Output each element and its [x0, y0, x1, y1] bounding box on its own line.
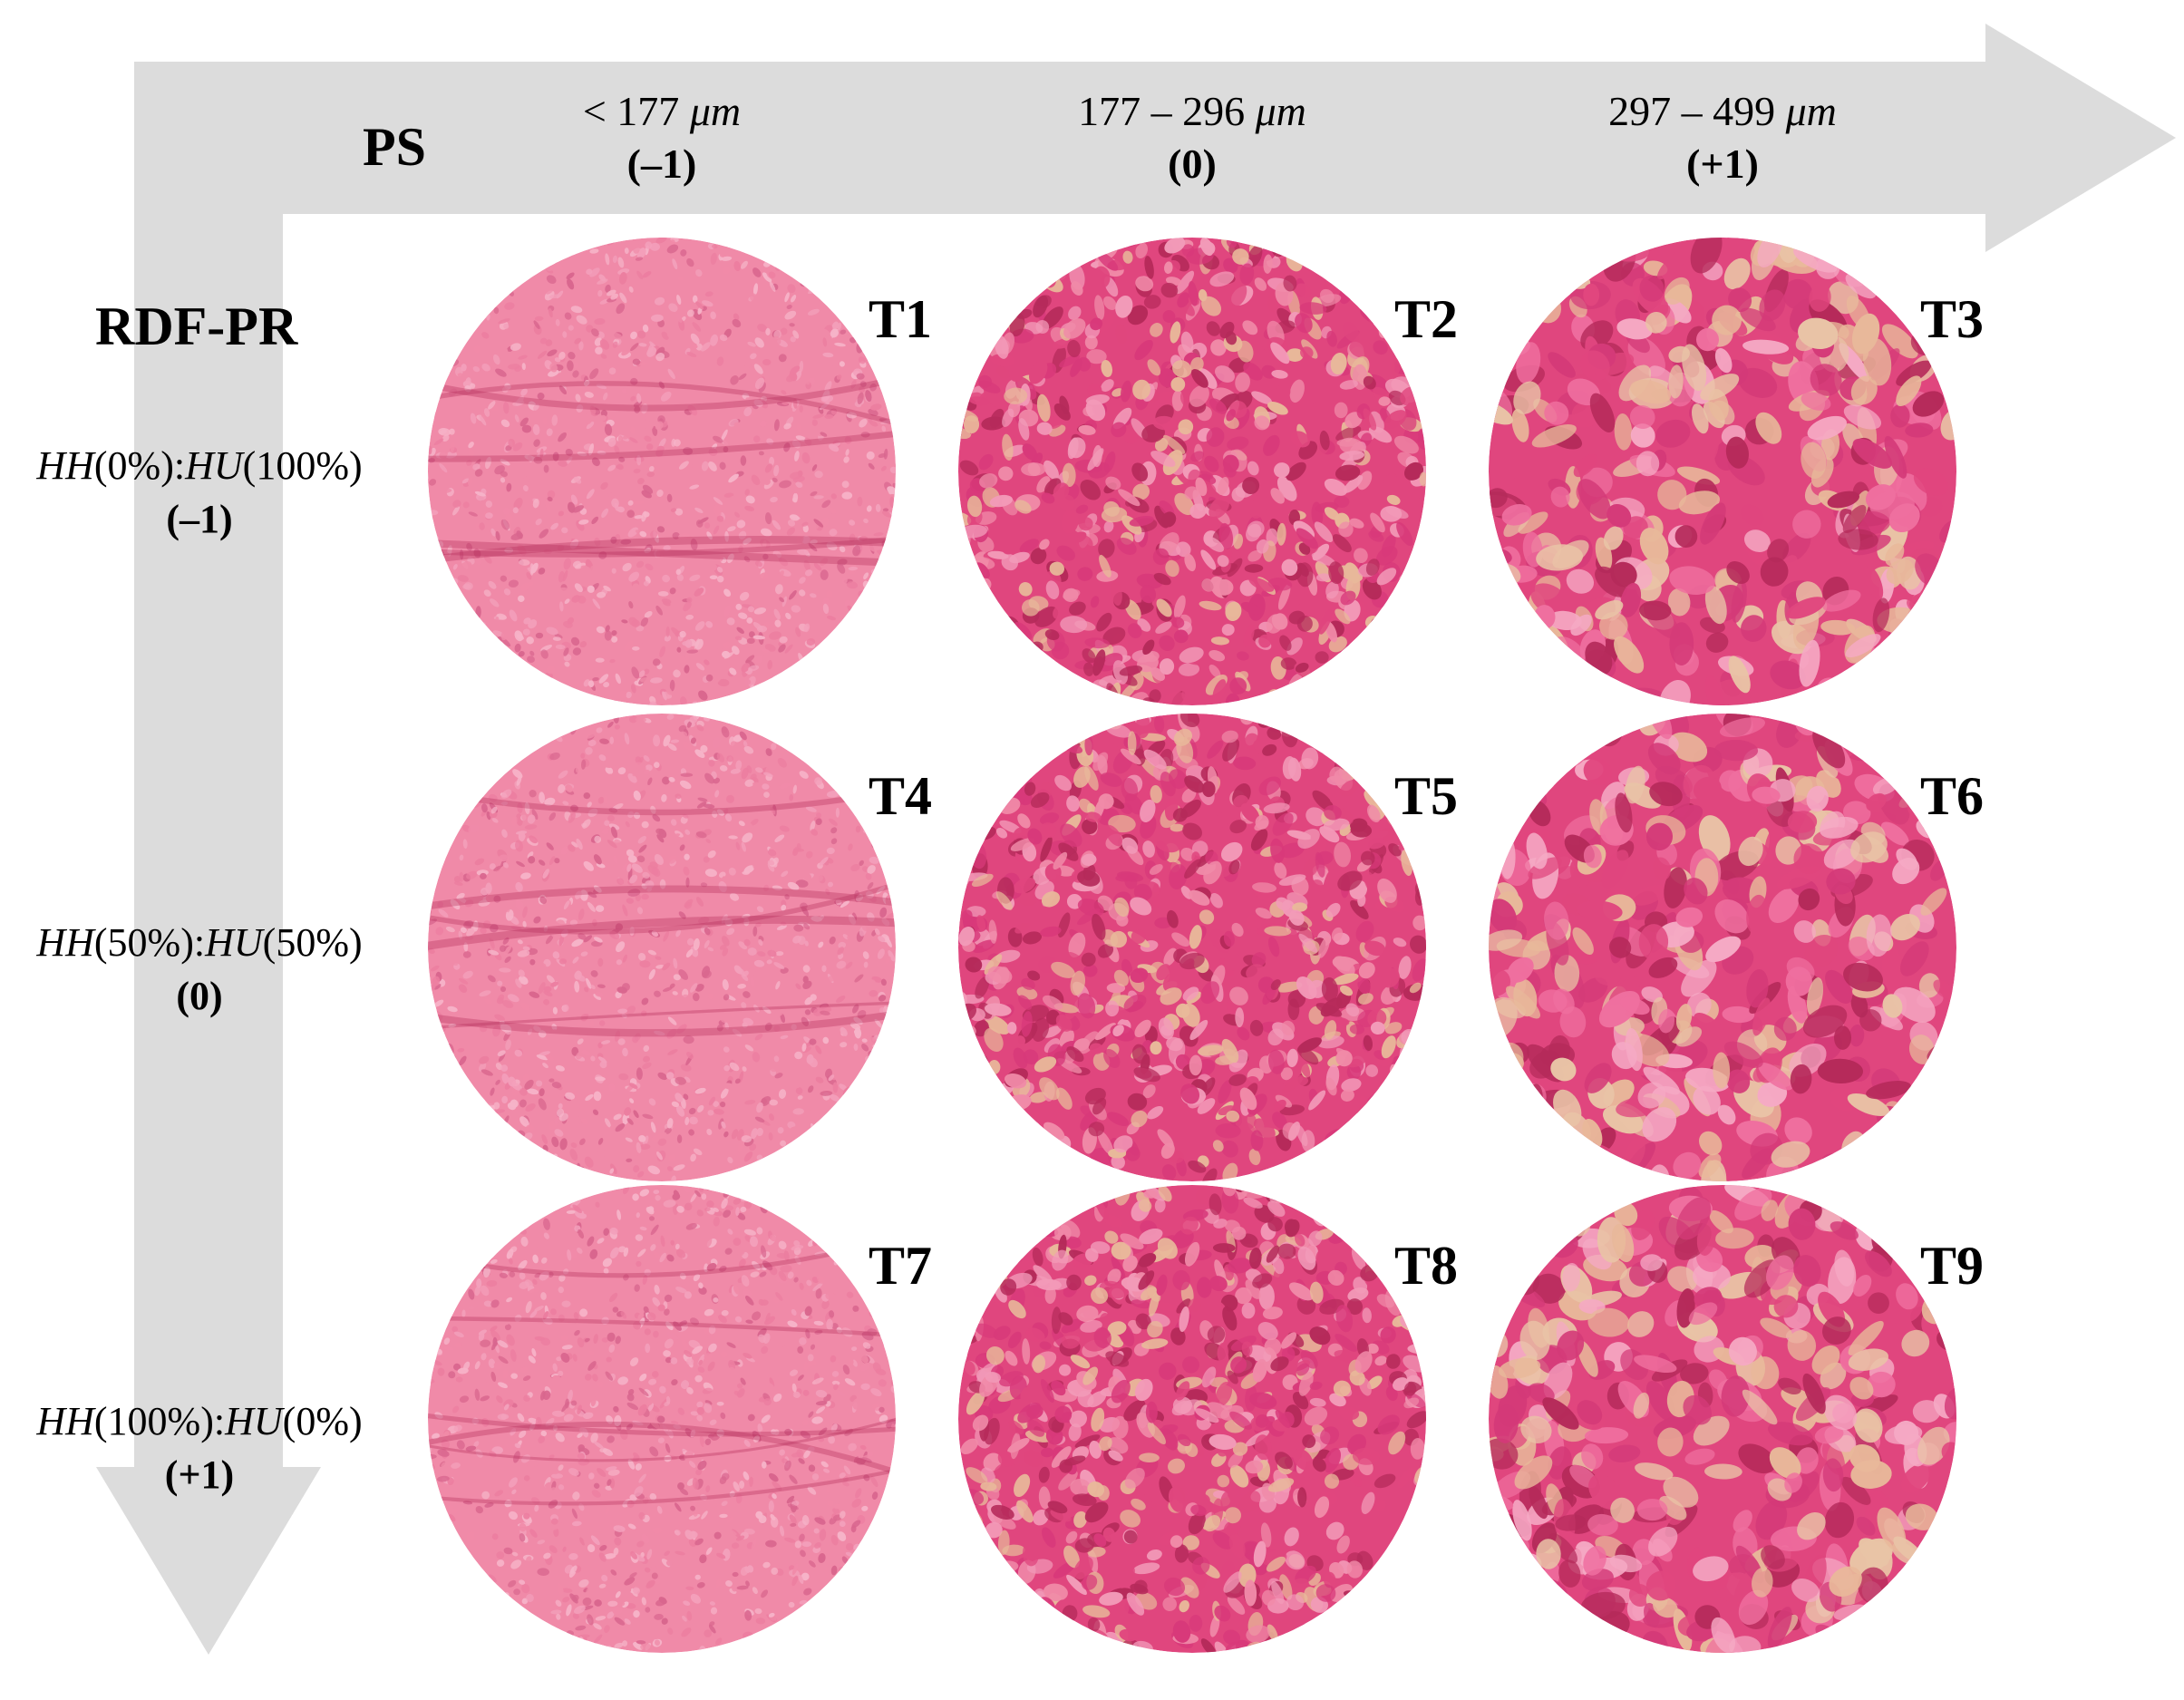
column-code: (0)	[1168, 140, 1217, 187]
sample-disc-t3	[1489, 238, 1956, 705]
sample-tag-t8: T8	[1394, 1236, 1459, 1296]
sample-disc-t5	[958, 714, 1426, 1181]
column-code: (–1)	[626, 140, 697, 187]
sample-disc-t7	[428, 1185, 896, 1653]
sample-tag-t2: T2	[1394, 289, 1459, 349]
row-ratio: HH(100%):HU(0%)	[36, 1399, 363, 1443]
ps-axis-title: PS	[363, 117, 427, 177]
sample-disc-t9	[1489, 1185, 1956, 1653]
column-range: < 177 μm	[582, 88, 742, 134]
row-code: (+1)	[164, 1452, 235, 1498]
column-label-1: < 177 μm (–1)	[471, 85, 852, 189]
column-label-2: 177 – 296 μm (0)	[1002, 85, 1383, 189]
ps-axis-arrow	[134, 24, 2176, 252]
sample-tag-t5: T5	[1394, 766, 1459, 826]
rdf-pr-axis-title: RDF-PR	[95, 296, 298, 356]
sample-disc-t8	[958, 1185, 1426, 1653]
sample-tag-t4: T4	[869, 766, 933, 826]
sample-tag-t7: T7	[869, 1236, 933, 1296]
row-ratio: HH(50%):HU(50%)	[36, 920, 363, 965]
sample-tag-t1: T1	[869, 289, 933, 349]
column-code: (+1)	[1686, 140, 1759, 187]
sample-tag-t9: T9	[1920, 1236, 1985, 1296]
sample-disc-t4	[428, 714, 896, 1181]
sample-tag-t3: T3	[1920, 289, 1985, 349]
row-ratio: HH(0%):HU(100%)	[36, 443, 363, 488]
sample-disc-t1	[428, 238, 896, 705]
row-label-3: HH(100%):HU(0%) (+1)	[9, 1394, 390, 1502]
column-range: 297 – 499 μm	[1608, 88, 1837, 134]
rdf-pr-axis-arrow	[96, 62, 321, 1655]
sample-disc-t6	[1489, 714, 1956, 1181]
row-label-1: HH(0%):HU(100%) (–1)	[9, 439, 390, 547]
row-code: (–1)	[166, 497, 233, 542]
row-code: (0)	[176, 974, 223, 1019]
sample-disc-t2	[958, 238, 1426, 705]
column-range: 177 – 296 μm	[1078, 88, 1306, 134]
column-label-3: 297 – 499 μm (+1)	[1532, 85, 1913, 189]
row-label-2: HH(50%):HU(50%) (0)	[9, 916, 390, 1024]
sample-tag-t6: T6	[1920, 766, 1985, 826]
